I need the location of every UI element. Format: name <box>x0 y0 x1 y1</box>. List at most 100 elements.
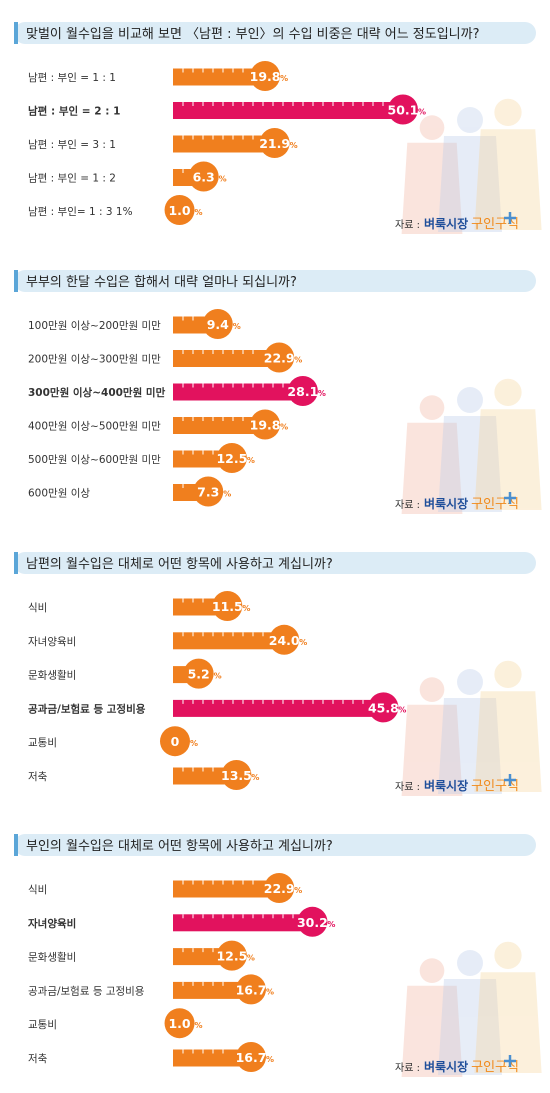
category-label: 200만원 이상~300만원 미만 <box>28 354 161 366</box>
bar-end-circle <box>202 309 233 339</box>
bar <box>173 350 278 367</box>
body-shape <box>401 704 463 796</box>
question-title: 남편의 월수입은 대체로 어떤 항목에 사용하고 계십니까? <box>26 557 333 572</box>
source-brand: 벼룩시장 <box>424 778 468 793</box>
value-label: 6.3 <box>193 170 215 185</box>
head-shape <box>419 395 445 420</box>
question-title: 부부의 한달 수입은 합해서 대략 얼마나 되십니까? <box>26 275 297 290</box>
source-prefix: 자료 : <box>395 1062 420 1074</box>
body-shape <box>401 422 463 514</box>
bar <box>173 632 283 650</box>
category-label: 문화생활비 <box>28 669 76 682</box>
category-label: 교통비 <box>28 1019 57 1031</box>
value-label: 19.8 <box>250 69 281 84</box>
source-credit: 자료 : 벼룩시장 구인구직 <box>395 216 519 232</box>
bar <box>173 68 264 86</box>
percent-sign: % <box>418 108 426 117</box>
chart-section-3: 남편의 월수입은 대체로 어떤 항목에 사용하고 계십니까?식비 11.5 %자녀양… <box>14 552 542 796</box>
value-label: 22.9 <box>264 881 295 896</box>
category-label: 500만원 이상~600만원 미만 <box>28 454 161 466</box>
bar-end-circle <box>188 161 219 192</box>
value-label: 19.8 <box>250 418 281 433</box>
percent-sign: % <box>266 987 274 996</box>
percent-sign: % <box>327 920 335 929</box>
bar <box>173 417 264 434</box>
source-brand: 벼룩시장 <box>424 216 468 231</box>
category-label: 공과금/보험료 등 고정비용 <box>28 985 145 997</box>
question-header <box>14 270 536 292</box>
bar-row: 남편 : 부인= 1 : 3 1% 1.0% <box>28 195 203 225</box>
bar-end-circle <box>193 476 224 507</box>
bar <box>173 948 230 966</box>
category-label: 남편 : 부인= 1 : 3 1% <box>28 205 133 218</box>
percent-sign: % <box>294 886 302 895</box>
bar-end-circle <box>259 128 290 158</box>
source-brand: 벼룩시장 <box>424 496 468 511</box>
person-silhouette-icon <box>401 115 463 234</box>
value-label: 1.0 <box>168 1016 190 1031</box>
percent-sign: % <box>219 175 227 184</box>
head-shape <box>494 941 522 970</box>
source-prefix: 자료 : <box>395 499 420 511</box>
category-label: 남편 : 부인 = 2 : 1 <box>28 105 120 118</box>
value-label: 12.5 <box>216 451 247 466</box>
body-shape <box>474 409 542 510</box>
body-shape <box>438 698 502 794</box>
value-label: 22.9 <box>264 351 295 366</box>
bar-row: 600만원 이상 7.3% <box>28 476 231 507</box>
source-brand: 벼룩시장 <box>424 1059 468 1074</box>
percent-sign: % <box>223 490 231 499</box>
bar-end-circle <box>221 760 252 790</box>
bar <box>173 1049 249 1067</box>
source-sub: 구인구직 <box>471 217 519 232</box>
person-silhouette-icon <box>401 958 463 1077</box>
person-silhouette-icon <box>474 660 542 792</box>
person-silhouette-icon <box>438 950 502 1075</box>
bar-end-circle <box>216 940 247 971</box>
person-silhouette-icon <box>438 669 502 794</box>
bar-end-circle <box>164 1008 195 1039</box>
body-shape <box>438 416 502 512</box>
plus-mark-icon <box>504 212 516 224</box>
category-label: 400만원 이상~500만원 미만 <box>28 421 161 433</box>
percent-sign: % <box>280 74 288 83</box>
bar-end-circle <box>160 726 190 757</box>
value-label: 11.5 <box>212 599 243 614</box>
head-shape <box>457 387 483 413</box>
person-silhouette-icon <box>401 395 463 514</box>
category-label: 공과금/보험료 등 고정비용 <box>28 702 146 715</box>
value-label: 30.2 <box>297 915 328 930</box>
category-label: 남편 : 부인 = 1 : 1 <box>28 71 116 84</box>
head-shape <box>494 98 522 127</box>
bar-end-circle <box>269 624 300 655</box>
bar-end-circle <box>235 974 266 1005</box>
source-credit: 자료 : 벼룩시장 구인구직 <box>395 1059 519 1075</box>
bar-end-circle <box>387 94 418 125</box>
category-label: 자녀양육비 <box>28 636 76 648</box>
source-sub: 구인구직 <box>471 1060 519 1075</box>
bar-row: 교통비 1.0% <box>28 1008 203 1039</box>
head-shape <box>419 958 445 983</box>
category-label: 저축 <box>28 771 48 783</box>
bar <box>173 102 401 119</box>
plus-mark-icon <box>504 1055 516 1067</box>
bar-row: 남편 : 부인 = 1 : 1 19.8% <box>28 61 288 91</box>
bar-end-circle <box>297 906 328 937</box>
body-shape <box>438 979 502 1075</box>
body-shape <box>474 129 542 230</box>
bar-end-circle <box>287 376 318 406</box>
bar-end-circle <box>212 591 243 621</box>
value-label: 16.7 <box>236 1050 267 1065</box>
bar-row: 남편 : 부인 = 3 : 1 21.9% <box>28 128 298 158</box>
question-header <box>14 552 536 574</box>
bar <box>173 598 226 616</box>
person-silhouette-icon <box>474 98 542 230</box>
category-label: 남편 : 부인 = 3 : 1 <box>28 138 116 151</box>
percent-sign: % <box>233 322 241 331</box>
category-label: 식비 <box>28 602 47 614</box>
bar-end-circle <box>250 61 281 91</box>
chart-section-2: 부부의 한달 수입은 합해서 대략 얼마나 되십니까? 100만원 이상~200만… <box>14 270 542 514</box>
value-label: 1.0 <box>168 203 190 218</box>
question-marker <box>14 22 18 44</box>
